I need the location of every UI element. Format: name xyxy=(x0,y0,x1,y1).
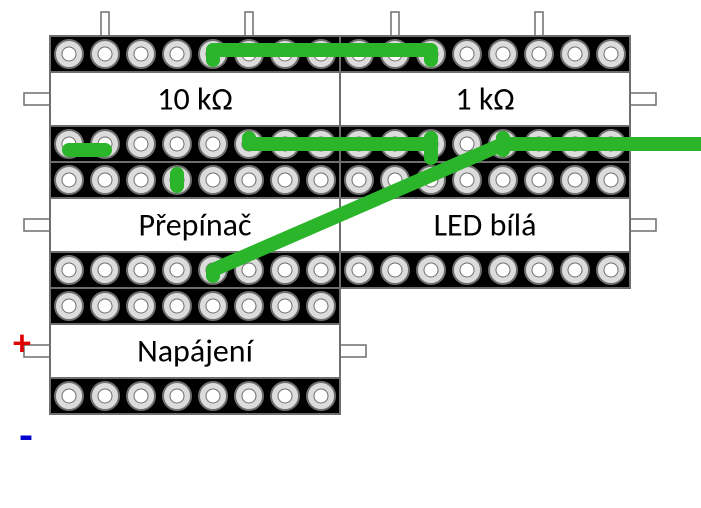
hole xyxy=(307,382,335,410)
hole xyxy=(561,40,589,68)
hole xyxy=(127,40,155,68)
hole xyxy=(91,166,119,194)
module-label-switch: Přepínač xyxy=(138,206,251,245)
hole xyxy=(597,40,625,68)
hole xyxy=(163,292,191,320)
side-lug-right xyxy=(340,345,366,357)
hole xyxy=(271,292,299,320)
side-lug-right xyxy=(630,219,656,231)
hole xyxy=(597,256,625,284)
hole xyxy=(271,166,299,194)
hole xyxy=(91,40,119,68)
hole xyxy=(163,40,191,68)
hole xyxy=(127,382,155,410)
module-label-r1k: 1 kΩ xyxy=(455,80,514,119)
hole xyxy=(525,40,553,68)
wire-10k-bot-to-led-top xyxy=(249,138,431,150)
module-label-r10k: 10 kΩ xyxy=(157,80,232,119)
hole xyxy=(525,256,553,284)
hole xyxy=(91,256,119,284)
hole xyxy=(199,292,227,320)
side-lug-left xyxy=(24,219,50,231)
hole xyxy=(345,166,373,194)
module-label-power: Napájení xyxy=(137,332,255,371)
hole xyxy=(127,256,155,284)
hole xyxy=(199,130,227,158)
hole xyxy=(489,166,517,194)
top-tab xyxy=(391,12,399,36)
module-label-led: LED bílá xyxy=(434,206,537,245)
hole xyxy=(417,256,445,284)
hole xyxy=(235,166,263,194)
hole xyxy=(127,292,155,320)
hole xyxy=(453,256,481,284)
hole xyxy=(597,166,625,194)
hole xyxy=(271,256,299,284)
hole xyxy=(55,256,83,284)
hole xyxy=(127,166,155,194)
hole xyxy=(381,256,409,284)
hole xyxy=(163,382,191,410)
hole xyxy=(163,256,191,284)
hole xyxy=(489,40,517,68)
polarity-plus: + xyxy=(13,321,31,365)
hole xyxy=(199,382,227,410)
hole xyxy=(55,382,83,410)
hole xyxy=(91,382,119,410)
hole xyxy=(271,382,299,410)
hole xyxy=(307,256,335,284)
wire-switch-to-led-bot xyxy=(503,138,701,144)
hole xyxy=(235,292,263,320)
hole xyxy=(561,256,589,284)
hole xyxy=(55,40,83,68)
hole xyxy=(561,166,589,194)
hole xyxy=(525,166,553,194)
polarity-minus: - xyxy=(19,408,32,462)
top-tab xyxy=(535,12,543,36)
hole xyxy=(163,130,191,158)
hole xyxy=(235,382,263,410)
hole xyxy=(55,166,83,194)
hole xyxy=(307,166,335,194)
side-lug-right xyxy=(630,93,656,105)
hole xyxy=(345,256,373,284)
top-tab xyxy=(101,12,109,36)
top-tab xyxy=(245,12,253,36)
hole xyxy=(453,40,481,68)
hole xyxy=(91,292,119,320)
hole xyxy=(199,166,227,194)
hole xyxy=(489,256,517,284)
hole xyxy=(307,292,335,320)
side-lug-left xyxy=(24,93,50,105)
hole xyxy=(55,292,83,320)
hole xyxy=(127,130,155,158)
